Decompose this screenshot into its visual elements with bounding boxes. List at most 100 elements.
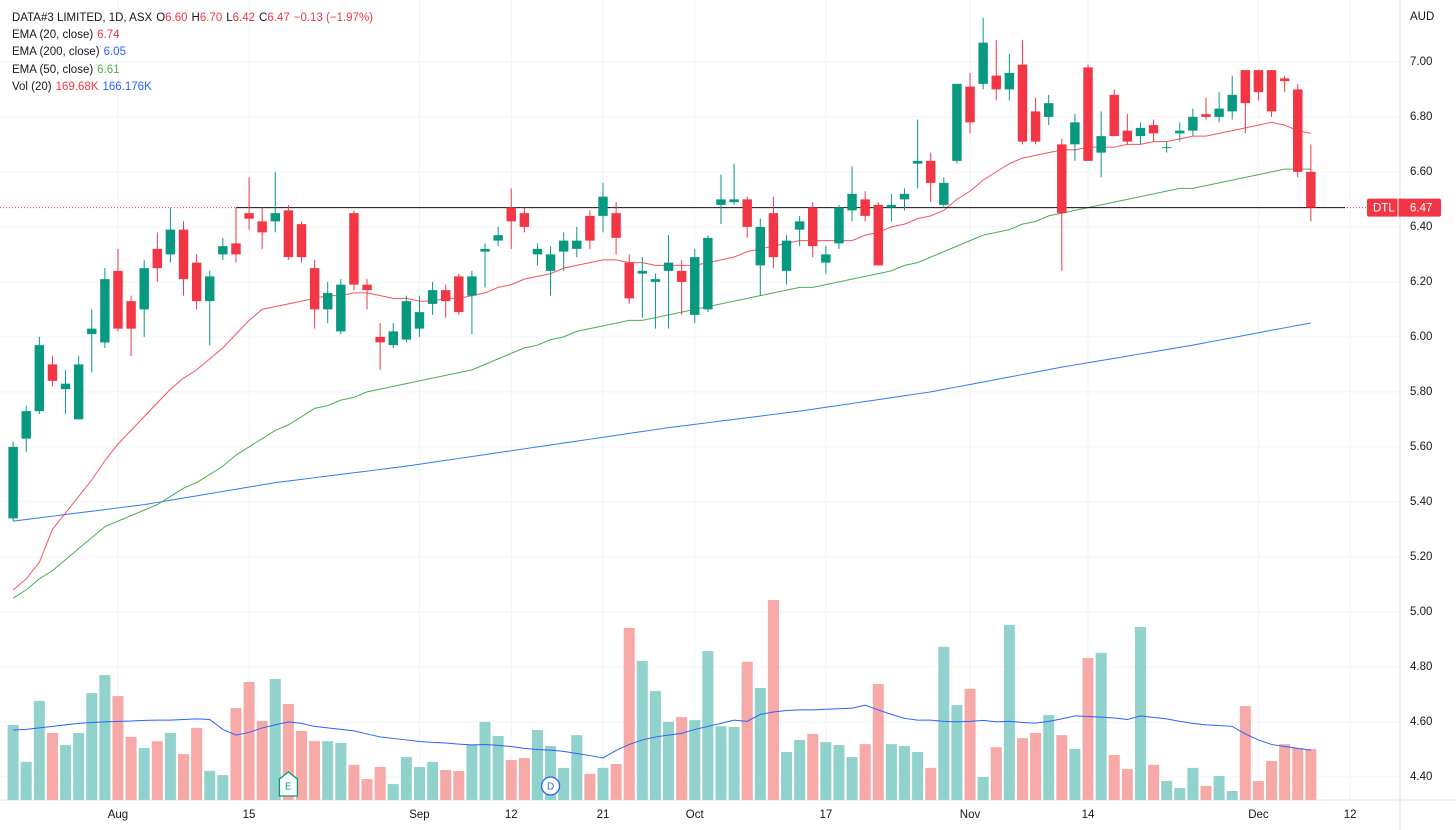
volume-bar [374,766,386,800]
volume-pane [7,600,1317,800]
candle-body [808,207,818,247]
candle-body [558,240,569,252]
indicator-name: Vol (20) [12,80,52,93]
candle-body [729,199,739,203]
y-tick-label: 5.60 [1410,441,1432,453]
volume-bar [505,760,517,800]
ohlc-key: L [226,12,233,24]
volume-bar [1213,775,1225,800]
volume-bar [649,690,661,800]
candle-body [178,229,189,280]
y-tick-label: 6.00 [1410,331,1432,343]
candle-body [283,210,294,258]
x-tick-label: 21 [597,809,610,821]
volume-bar [597,767,609,800]
candle-body [1043,103,1054,117]
candle-body [742,199,752,227]
candle-body [624,262,634,299]
candle-body [925,160,936,183]
volume-bar [178,754,190,800]
candle-body [139,268,149,310]
candle-body [821,254,831,263]
volume-bar [243,681,255,800]
candle-body [218,246,228,255]
candle-body [1240,70,1251,104]
candle-body [873,204,883,266]
candle-body [113,270,123,329]
volume-bar [623,627,635,800]
legend-row: Vol (20) 169.68K 166.176K [12,79,377,96]
candle-body [73,364,84,420]
volume-bar [1148,764,1160,800]
volume-bar [204,770,216,800]
volume-bar [112,696,124,800]
candle-body [1293,89,1303,172]
volume-bar [73,733,85,800]
candle-body [205,276,215,302]
volume-bar [348,764,360,800]
candle-body [467,276,477,296]
candle-body [650,279,661,282]
candle-body [755,226,766,266]
volume-bar [440,769,452,800]
indicator-line [13,322,1311,522]
volume-bar [1121,769,1133,800]
ohlc-value: 6.70 [199,12,223,24]
volume-bar [1279,744,1291,800]
candle-body [532,248,543,255]
candle-body [401,301,412,340]
volume-bar [191,727,203,800]
candle-body [703,237,713,310]
candle-body [100,279,110,343]
candle-body [257,221,267,233]
candle-body [1306,171,1316,208]
indicator-value: 6.74 [97,29,120,42]
indicator-name: EMA (20, close) [12,29,94,42]
volume-bar [977,776,989,800]
volume-bar [492,736,504,800]
candle-body [1109,94,1119,137]
candle-body [427,290,438,304]
volume-bar [1016,738,1028,800]
candle-body [309,268,320,310]
volume-bar [309,741,321,800]
volume-bar [99,675,111,800]
volume-bar [1252,781,1264,800]
volume-bar [1056,735,1068,800]
ohlc-key: H [191,12,200,24]
indicator-value: 6.61 [97,63,120,76]
volume-bar [7,724,19,800]
candle-body [886,204,897,208]
indicator-value: 169.68K [55,80,99,93]
event-label: E [285,782,292,793]
indicator-name: EMA (50, close) [12,63,94,76]
candle-body [87,328,97,335]
event-label: D [547,782,554,793]
volume-bar [951,705,963,800]
volume-bar [663,721,675,800]
candle-body [899,193,910,200]
volume-bar [151,741,163,800]
volume-bar [676,717,688,800]
candle-body [480,248,490,252]
legend-row: DATA#3 LIMITED, 1D, ASX O6.60 H6.70 L6.42 C6… [12,10,377,27]
candle-body [231,243,241,255]
volume-bar [400,757,412,800]
candle-body [244,213,254,219]
volume-bar [60,745,72,800]
candle-body [191,262,202,302]
candle-body [1135,127,1146,137]
candle-body [296,224,307,258]
volume-bar [256,721,268,800]
candle-body [1030,111,1041,142]
candle-body [21,411,31,439]
price-tag-value: 6.47 [1410,203,1432,215]
candle-body [440,290,451,302]
volume-bar [282,703,294,800]
volume-bar [86,693,98,800]
volume-bar [715,726,727,800]
candle-body [336,284,346,332]
volume-bar [1043,715,1055,800]
